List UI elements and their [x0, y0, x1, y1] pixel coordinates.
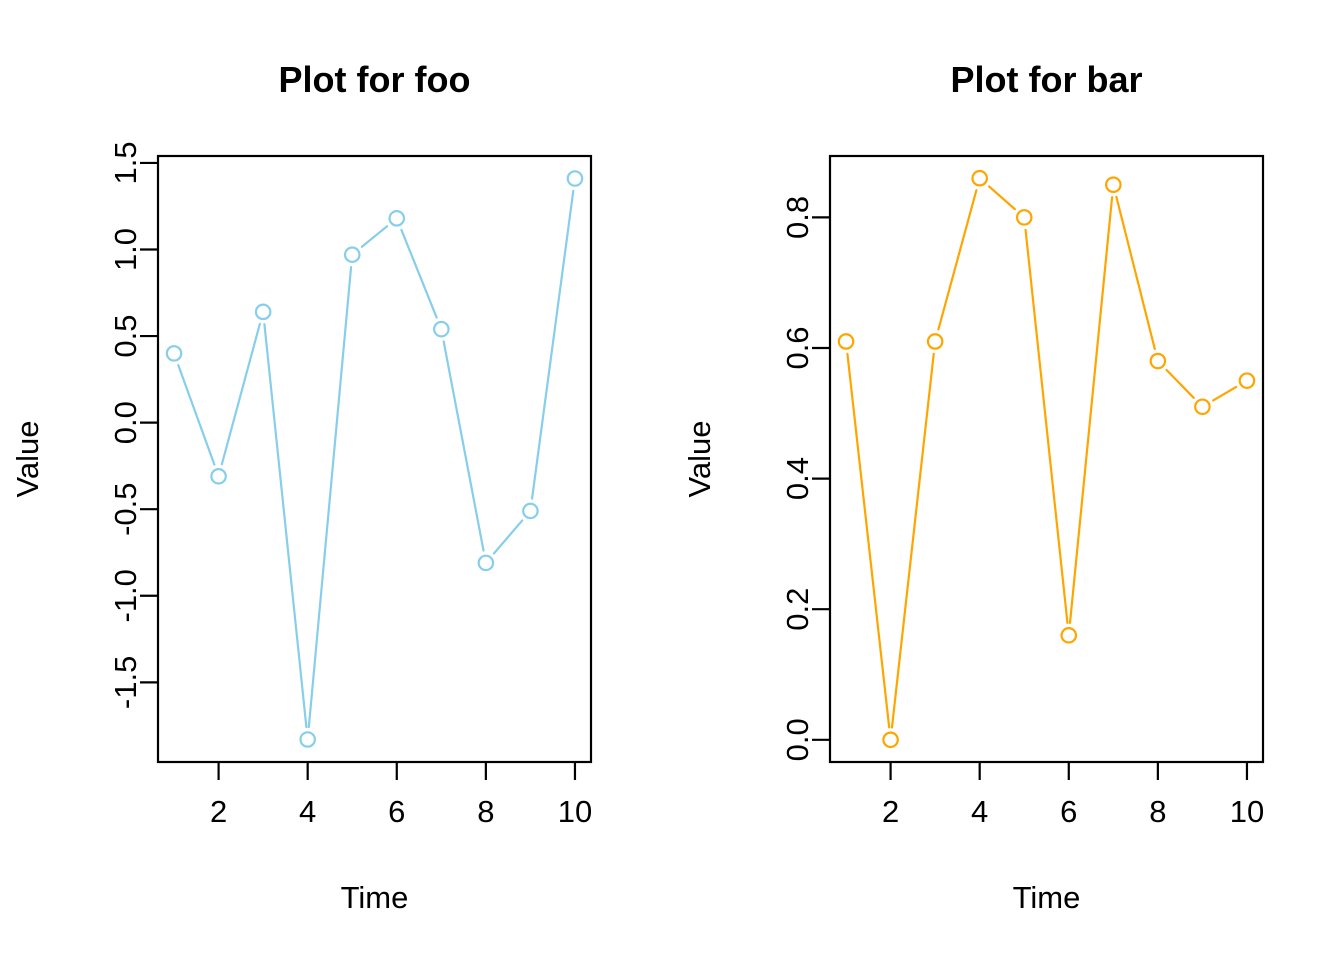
y-tick-label: 0.6 [780, 326, 815, 369]
data-point-marker [566, 170, 584, 187]
data-point-marker [343, 246, 361, 263]
x-tick-label: 8 [477, 794, 494, 829]
data-point-marker [1105, 176, 1122, 194]
x-tick-label: 4 [299, 794, 316, 829]
series-line-segment [400, 228, 438, 319]
y-tick-label: 0.0 [780, 718, 815, 761]
data-point-marker [837, 333, 855, 350]
data-point-marker [1015, 209, 1033, 226]
series-line-segment [1024, 228, 1069, 624]
data-point-marker [388, 210, 406, 227]
plot-title: Plot for foo [279, 59, 471, 100]
data-point-marker [1060, 627, 1078, 644]
y-tick-label: 0.4 [780, 457, 815, 500]
y-tick-label: 0.5 [108, 315, 143, 358]
x-tick-label: 6 [1060, 794, 1077, 829]
series-line-segment [263, 323, 308, 729]
data-point-marker [254, 303, 272, 321]
series-line-segment [987, 185, 1016, 211]
plot-box [828, 154, 1265, 764]
data-point-marker [433, 320, 450, 338]
data-point-marker [971, 169, 988, 187]
x-axis-label: Time [1013, 880, 1081, 915]
y-tick-label: -0.5 [108, 483, 143, 536]
series-line-segment [890, 352, 935, 729]
x-tick-label: 10 [1230, 794, 1264, 829]
series-line-segment [442, 340, 485, 552]
series-line-segment [220, 322, 261, 466]
x-tick-label: 10 [558, 794, 592, 829]
series-line-segment [1115, 195, 1156, 351]
series-line-segment [307, 266, 353, 729]
series-line-segment [177, 364, 216, 466]
y-tick-label: 1.5 [108, 141, 143, 184]
y-tick-label: 0.2 [780, 588, 815, 631]
series-line-segment [1165, 368, 1195, 399]
x-tick-label: 6 [388, 794, 405, 829]
x-tick-label: 4 [971, 794, 988, 829]
data-point-marker [926, 333, 944, 350]
y-axis-label: Value [682, 421, 717, 498]
series-line-segment [1068, 196, 1114, 624]
data-point-marker [1238, 372, 1256, 389]
data-point-marker [165, 345, 183, 362]
data-point-marker [210, 468, 227, 485]
y-tick-label: 1.0 [108, 228, 143, 271]
y-axis-label: Value [10, 421, 45, 498]
series-line-segment [1212, 385, 1238, 402]
panel-bar: 2 4 6 8 10 0.0 0.2 0.4 0.6 0.8 Plot for bar Time Val… [682, 59, 1264, 915]
y-tick-label: 0.8 [780, 196, 815, 239]
y-tick-label: 0.0 [108, 401, 143, 444]
series-line-segment [530, 189, 575, 500]
panel-foo: 2 4 6 8 10 -1.5 -1.0 -0.5 0.0 0.5 1.0 1.5 Plot for f… [10, 59, 592, 915]
series-line-segment [937, 189, 978, 331]
data-point-marker [1194, 398, 1211, 416]
plot-box [156, 154, 593, 764]
x-tick-label: 8 [1149, 794, 1166, 829]
x-axis-label: Time [341, 880, 409, 915]
series-line-segment [360, 225, 389, 248]
x-tick-label: 2 [882, 794, 899, 829]
x-tick-label: 2 [210, 794, 227, 829]
data-point-marker [299, 731, 316, 748]
data-point-marker [477, 554, 495, 572]
series-line-segment [846, 352, 891, 729]
y-tick-label: -1.0 [108, 569, 143, 622]
y-tick-label: -1.5 [108, 656, 143, 709]
data-point-marker [882, 731, 899, 749]
plot-title: Plot for bar [950, 59, 1142, 100]
data-point-marker [522, 502, 539, 520]
series-line-segment [492, 519, 524, 555]
data-point-marker [1149, 352, 1167, 370]
